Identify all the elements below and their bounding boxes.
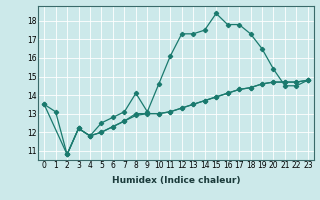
X-axis label: Humidex (Indice chaleur): Humidex (Indice chaleur) [112, 176, 240, 185]
